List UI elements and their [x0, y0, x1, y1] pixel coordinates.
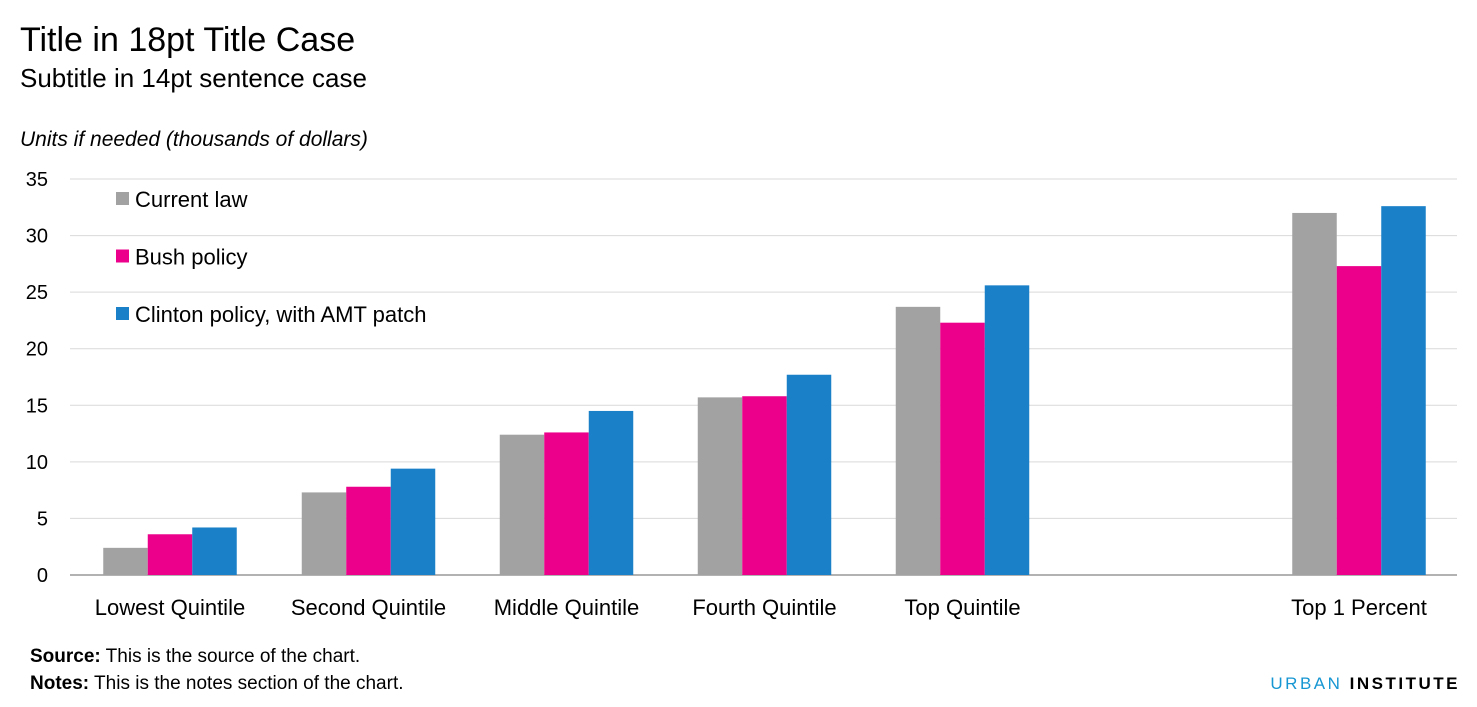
x-axis-ticks: Lowest Quintile Second Quintile Middle Qui… [95, 595, 1427, 620]
bar-bush-policy-5 [1336, 266, 1382, 575]
x-tick-label: Second Quintile [291, 595, 446, 620]
bar-bush-policy-2 [544, 432, 589, 575]
bar-bush-policy-0 [147, 534, 193, 575]
y-tick-label: 15 [26, 395, 48, 417]
source-label: Source: [30, 646, 101, 667]
source-note: Source: This is the source of the chart. [30, 645, 360, 669]
bar-clinton-policy-with-amt-patch-3 [786, 374, 832, 575]
bar-current-law-0 [103, 547, 148, 575]
bar-clinton-policy-with-amt-patch-5 [1381, 206, 1426, 575]
y-tick-label: 5 [37, 508, 48, 530]
legend-label: Current law [135, 187, 248, 212]
y-tick-label: 20 [26, 339, 48, 361]
x-tick-label: Lowest Quintile [95, 595, 245, 620]
y-axis-label: Units if needed (thousands of dollars) [20, 128, 368, 151]
bar-clinton-policy-with-amt-patch-4 [984, 285, 1030, 575]
bar-current-law-4 [895, 306, 941, 575]
brand-institute: INSTITUTE [1349, 674, 1460, 693]
y-tick-label: 35 [26, 169, 48, 191]
bar-bush-policy-1 [346, 486, 391, 575]
chart-subtitle: Subtitle in 14pt sentence case [20, 63, 367, 93]
legend-swatch [116, 249, 129, 263]
bar-bush-policy-3 [742, 396, 787, 575]
brand-urban: URBAN [1270, 674, 1343, 693]
x-tick-label: Middle Quintile [494, 595, 640, 620]
bar-current-law-2 [499, 434, 545, 575]
urban-institute-logo: URBAN INSTITUTE [1270, 672, 1460, 696]
bar-current-law-1 [301, 492, 347, 575]
y-tick-label: 0 [37, 565, 48, 587]
bar-current-law-3 [697, 397, 743, 575]
bar-current-law-5 [1292, 212, 1337, 575]
legend: Current law Bush policy Clinton policy, wi… [116, 187, 426, 327]
bar-clinton-policy-with-amt-patch-0 [192, 527, 237, 575]
x-tick-label: Top 1 Percent [1291, 595, 1427, 620]
notes-text: This is the notes section of the chart. [89, 673, 404, 694]
legend-label: Clinton policy, with AMT patch [135, 302, 426, 327]
notes-label: Notes: [30, 673, 90, 694]
bar-clinton-policy-with-amt-patch-1 [390, 468, 436, 575]
legend-label: Bush policy [135, 245, 248, 270]
y-tick-label: 30 [26, 226, 48, 248]
bar-bush-policy-4 [940, 322, 985, 575]
x-tick-label: Top Quintile [904, 595, 1020, 620]
legend-swatch [116, 192, 129, 205]
chart-title: Title in 18pt Title Case [20, 21, 356, 59]
source-text: This is the source of the chart. [100, 646, 361, 667]
legend-swatch [116, 307, 129, 320]
y-axis-ticks: 0 5 10 15 20 25 30 35 [26, 169, 48, 587]
y-tick-label: 10 [26, 452, 48, 474]
notes-note: Notes: This is the notes section of the … [30, 672, 404, 696]
x-tick-label: Fourth Quintile [692, 595, 836, 620]
bar-clinton-policy-with-amt-patch-2 [588, 410, 634, 575]
y-tick-label: 25 [26, 282, 48, 304]
bars [103, 206, 1426, 575]
